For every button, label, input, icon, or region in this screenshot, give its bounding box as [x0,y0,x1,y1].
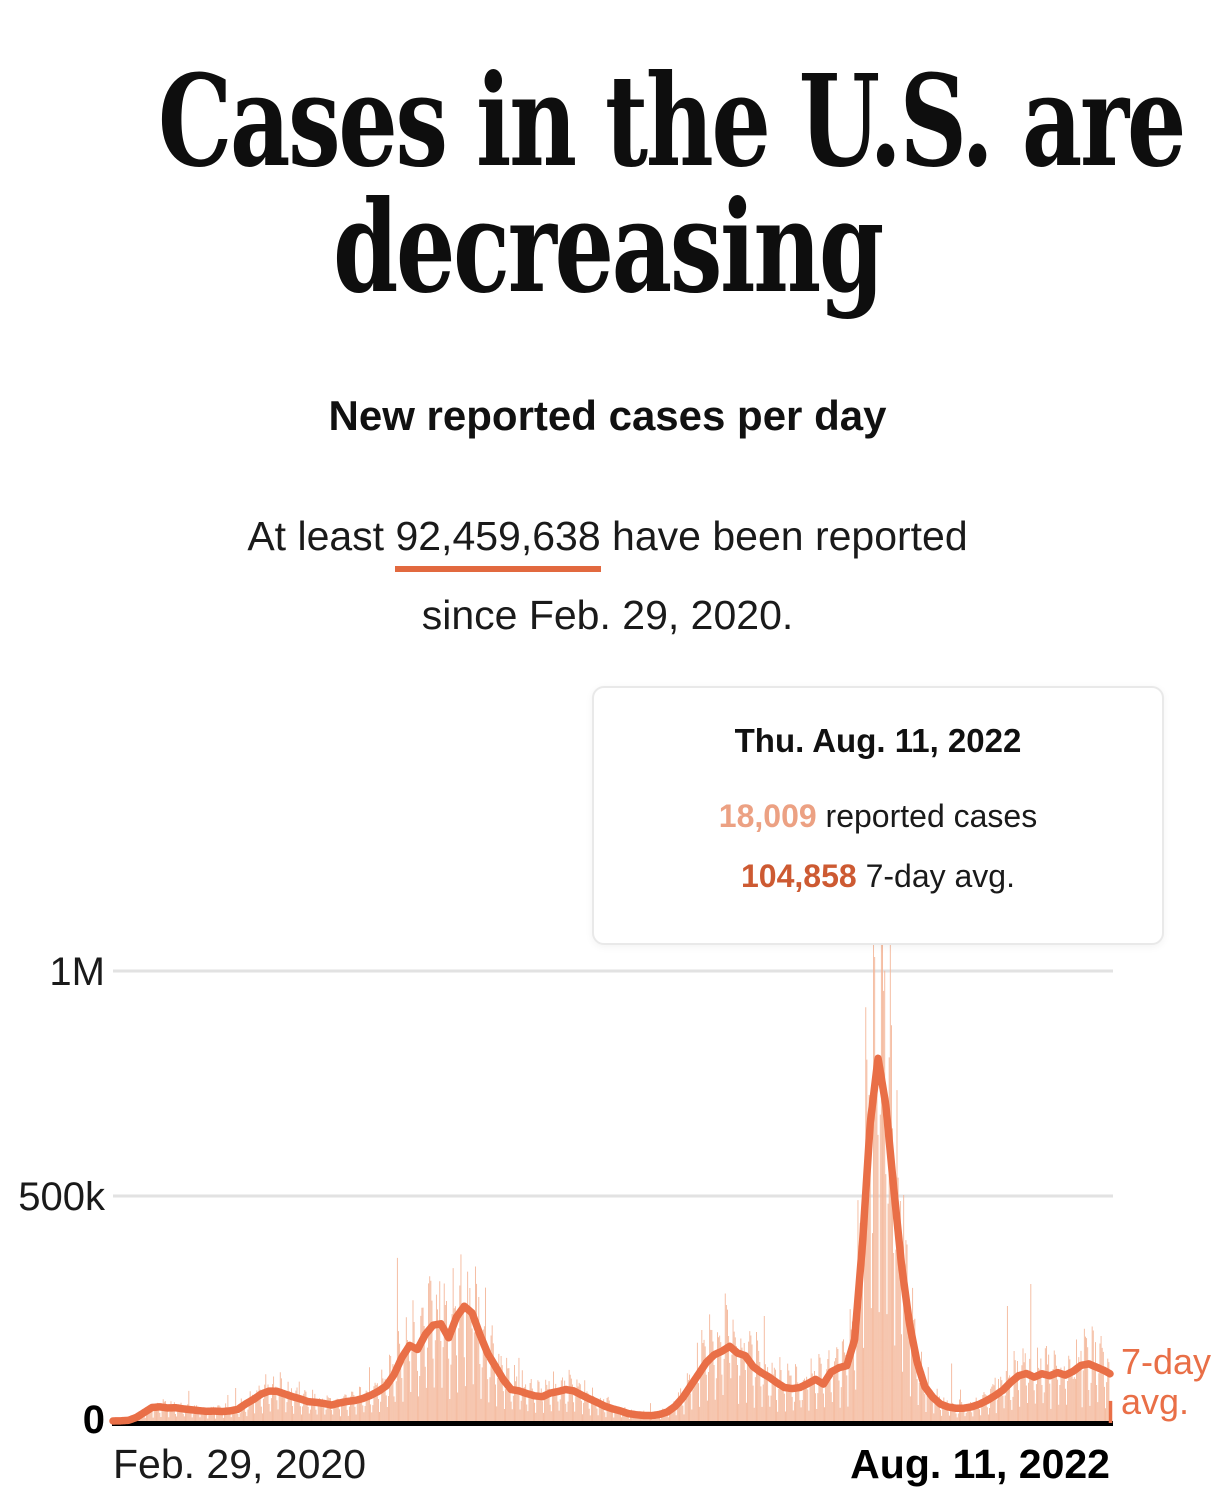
y-axis-tick-0: 0 [82,1398,105,1442]
page-title: Cases in the U.S. are decreasing [0,58,1215,310]
page-title-line1: Cases in the U.S. are [157,47,1186,195]
chart-tooltip: Thu. Aug. 11, 2022 18,009 reported cases… [592,686,1164,945]
total-cases-value: 92,459,638 [395,513,601,572]
x-axis-label-start: Feb. 29, 2020 [113,1441,367,1487]
tooltip-avg-value: 104,858 [741,858,857,894]
tooltip-reported-value: 18,009 [718,798,817,834]
tooltip-rows: 18,009 reported cases 104,858 7-day avg. [594,786,1162,906]
y-axis-tick-500k: 500k [18,1175,105,1219]
chart-plot-area[interactable] [0,938,1215,1506]
summary-suffix: have been reported [600,513,968,559]
summary-line1: At least 92,459,638 have been reported [0,497,1215,576]
seven-day-avg-line-label: 7-day avg. [1121,1341,1212,1422]
summary-line2: since Feb. 29, 2020. [421,592,794,638]
tooltip-reported-label: reported cases [816,798,1038,834]
tooltip-date: Thu. Aug. 11, 2022 [734,722,1022,759]
summary-text: At least 92,459,638 have been reported s… [0,497,1215,655]
tooltip-avg-label: 7-day avg. [856,858,1015,894]
tooltip-avg-row: 104,858 7-day avg. [594,846,1162,906]
y-axis-tick-1m: 1M [49,950,105,994]
chart-subtitle: New reported cases per day [328,392,887,439]
tooltip-reported-row: 18,009 reported cases [594,786,1162,846]
summary-prefix: At least [247,513,396,559]
page-title-line2: decreasing [333,173,884,321]
x-axis-label-end: Aug. 11, 2022 [850,1441,1110,1487]
